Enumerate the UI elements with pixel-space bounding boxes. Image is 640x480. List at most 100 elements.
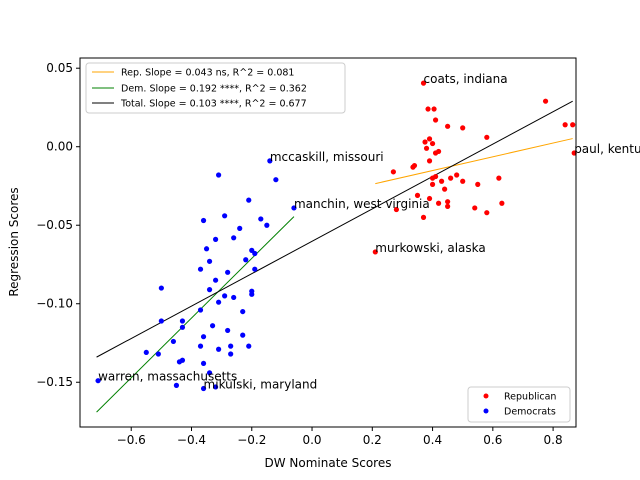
republican-point — [472, 205, 478, 211]
democrat-point — [231, 294, 237, 301]
republican-point — [426, 158, 433, 164]
democrat-point — [176, 359, 183, 365]
republican-point — [426, 195, 433, 202]
y-tick-label: 0.00 — [46, 140, 73, 154]
democrat-point — [222, 293, 228, 299]
x-tick-label: −0.4 — [177, 433, 206, 447]
democrat-point — [197, 343, 204, 349]
democrat-point — [267, 158, 273, 164]
democrat-point — [206, 370, 213, 376]
legend-label-republican: Republican — [504, 392, 556, 403]
democrat-point — [200, 217, 207, 224]
democrat-point — [246, 343, 252, 349]
plot-area — [95, 80, 577, 413]
democrat-point — [216, 299, 222, 305]
democrat-point — [173, 382, 180, 388]
democrat-point — [95, 378, 101, 384]
fit-line-1 — [96, 216, 295, 413]
republican-point — [432, 117, 439, 123]
democrat-point — [170, 338, 177, 345]
x-tick-label: 0.8 — [544, 433, 563, 447]
democrat-point — [231, 235, 237, 241]
democrat-point — [197, 266, 204, 272]
y-tick-label: −0.10 — [36, 297, 73, 311]
democrat-point — [179, 318, 186, 324]
y-axis-label: Regression Scores — [7, 187, 21, 296]
republican-point — [460, 178, 466, 184]
republican-point — [571, 150, 577, 156]
x-tick-label: 0.0 — [302, 433, 321, 447]
democrat-point — [264, 222, 270, 228]
democrat-point — [237, 225, 243, 231]
x-tick-label: 0.4 — [423, 433, 442, 447]
democrat-point — [249, 291, 255, 297]
democrat-point — [225, 269, 231, 275]
democrat-point — [216, 172, 222, 178]
plot-frame — [79, 57, 577, 428]
x-axis-ticks: −0.6 −0.4 −0.2 0.0 0.2 0.4 0.6 0.8 — [117, 427, 563, 447]
x-tick-label: −0.2 — [237, 433, 266, 447]
republican-point — [475, 181, 481, 187]
annotation-6: mikulski, maryland — [204, 378, 318, 392]
democrat-point — [203, 246, 210, 252]
republican-point — [439, 178, 445, 184]
republican-point — [442, 186, 448, 192]
democrat-point — [246, 197, 252, 203]
republican-point — [426, 136, 433, 142]
democrat-point — [158, 318, 164, 324]
republican-point — [445, 199, 451, 205]
annotation-5: warren, massachusetts — [98, 370, 237, 384]
democrat-point — [200, 385, 207, 392]
legend-marker-democrats — [483, 408, 489, 414]
legend-label-rep: Rep. Slope = 0.043 ns, R^2 = 0.081 — [121, 68, 294, 79]
democrat-point — [243, 257, 249, 263]
democrat-point — [228, 343, 234, 349]
republican-point — [414, 192, 421, 198]
democrat-point — [252, 250, 258, 257]
democrat-point — [291, 205, 297, 211]
annotation-4: murkowski, alaska — [375, 241, 485, 255]
republican-point — [445, 123, 451, 129]
democrat-point — [197, 307, 204, 313]
fit-line-0 — [375, 138, 573, 185]
republican-point — [422, 139, 428, 145]
republican-point — [445, 203, 451, 209]
republican-point — [372, 249, 378, 255]
legend-label-democrats: Democrats — [504, 407, 556, 418]
democrat-point — [258, 216, 264, 222]
republican-point — [429, 181, 436, 187]
democrat-point — [240, 332, 246, 338]
republican-point — [423, 145, 430, 151]
republican-point — [420, 214, 427, 220]
democrat-point — [240, 308, 246, 315]
y-axis-ticks: 0.05 0.00 −0.05 −0.10 −0.15 — [36, 61, 80, 389]
fit-line-2 — [96, 100, 573, 358]
democrat-point — [228, 351, 234, 357]
annotations-layer: coats, indiana paul, kentucky mccaskill, m… — [98, 72, 640, 391]
annotation-2: mccaskill, missouri — [270, 150, 384, 164]
y-tick-label: 0.05 — [46, 61, 73, 75]
annotation-0: coats, indiana — [424, 72, 508, 86]
democrat-point — [179, 324, 186, 330]
democrat-point — [200, 360, 207, 367]
y-tick-label: −0.15 — [36, 375, 73, 389]
legend-label-dem: Dem. Slope = 0.192 ****, R^2 = 0.362 — [121, 84, 307, 95]
lines-legend: Rep. Slope = 0.043 ns, R^2 = 0.081 Dem. … — [85, 62, 346, 114]
democrat-point — [252, 266, 258, 272]
democrat-point — [206, 258, 213, 264]
points-legend: Republican Democrats — [467, 386, 571, 423]
legend-label-total: Total. Slope = 0.103 ****, R^2 = 0.677 — [120, 99, 307, 110]
points-legend-box — [467, 386, 571, 423]
republican-point — [484, 210, 490, 216]
democrat-point — [200, 334, 207, 340]
democrat-point — [213, 236, 219, 242]
republican-point — [393, 206, 399, 213]
democrat-point — [273, 177, 279, 183]
republican-point — [435, 200, 442, 206]
republican-point — [420, 80, 427, 86]
democrat-point — [225, 327, 231, 334]
republican-point — [432, 173, 439, 180]
democrat-point — [158, 285, 164, 291]
x-tick-label: 0.6 — [483, 433, 502, 447]
republican-point — [431, 106, 437, 112]
